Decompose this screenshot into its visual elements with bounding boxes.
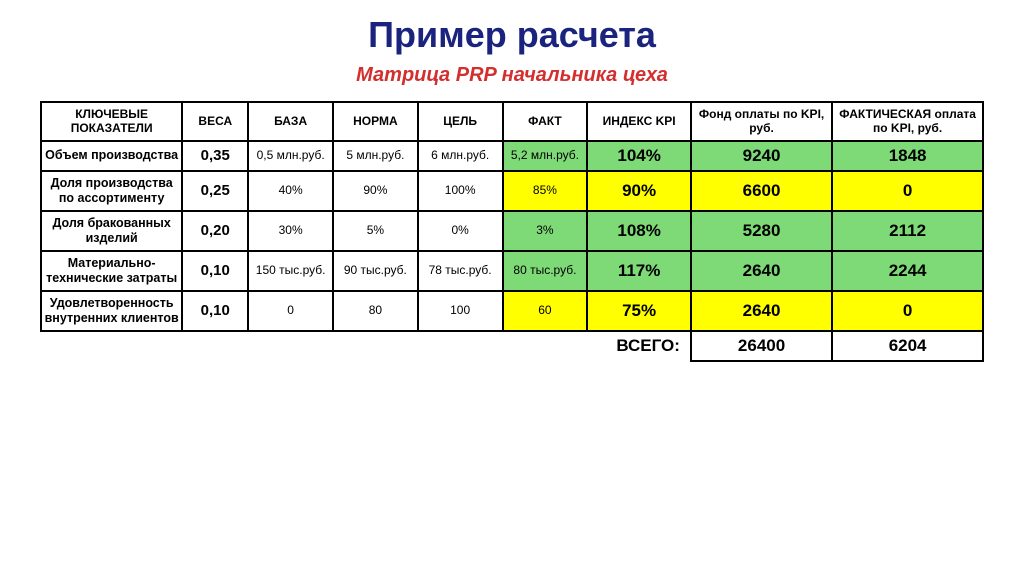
cell-actual: 0 <box>832 291 983 331</box>
th-fund: Фонд оплаты по KPI, руб. <box>691 102 832 141</box>
kpi-table: КЛЮЧЕВЫЕ ПОКАЗАТЕЛИ ВЕСА БАЗА НОРМА ЦЕЛЬ… <box>40 101 984 362</box>
cell-actual: 2244 <box>832 251 983 291</box>
totals-fund: 26400 <box>691 331 832 361</box>
totals-label: ВСЕГО: <box>587 331 691 361</box>
table-body: Объем производства0,350,5 млн.руб.5 млн.… <box>41 141 983 331</box>
cell-indicator: Объем производства <box>41 141 182 171</box>
th-weight: ВЕСА <box>182 102 248 141</box>
cell-fund: 2640 <box>691 291 832 331</box>
cell-fund: 9240 <box>691 141 832 171</box>
cell-index: 90% <box>587 171 691 211</box>
cell-goal: 78 тыс.руб. <box>418 251 503 291</box>
cell-indicator: Доля бракованных изделий <box>41 211 182 251</box>
cell-norm: 90% <box>333 171 418 211</box>
cell-index: 108% <box>587 211 691 251</box>
cell-fund: 6600 <box>691 171 832 211</box>
th-fact: ФАКТ <box>503 102 588 141</box>
cell-base: 40% <box>248 171 333 211</box>
cell-indicator: Удовлетворенность внутренних клиентов <box>41 291 182 331</box>
th-base: БАЗА <box>248 102 333 141</box>
cell-base: 150 тыс.руб. <box>248 251 333 291</box>
cell-indicator: Материально-технические затраты <box>41 251 182 291</box>
cell-indicator: Доля производства по ассортименту <box>41 171 182 211</box>
cell-fact: 80 тыс.руб. <box>503 251 588 291</box>
cell-norm: 5 млн.руб. <box>333 141 418 171</box>
cell-actual: 0 <box>832 171 983 211</box>
cell-fund: 5280 <box>691 211 832 251</box>
cell-goal: 100 <box>418 291 503 331</box>
table-header-row: КЛЮЧЕВЫЕ ПОКАЗАТЕЛИ ВЕСА БАЗА НОРМА ЦЕЛЬ… <box>41 102 983 141</box>
cell-norm: 5% <box>333 211 418 251</box>
th-actual: ФАКТИЧЕСКАЯ оплата по KPI, руб. <box>832 102 983 141</box>
cell-fact: 3% <box>503 211 588 251</box>
cell-fact: 60 <box>503 291 588 331</box>
table-row: Удовлетворенность внутренних клиентов0,1… <box>41 291 983 331</box>
th-index: ИНДЕКС KPI <box>587 102 691 141</box>
cell-fact: 5,2 млн.руб. <box>503 141 588 171</box>
cell-weight: 0,35 <box>182 141 248 171</box>
table-row: Доля бракованных изделий0,2030%5%0%3%108… <box>41 211 983 251</box>
cell-index: 117% <box>587 251 691 291</box>
cell-actual: 2112 <box>832 211 983 251</box>
th-goal: ЦЕЛЬ <box>418 102 503 141</box>
cell-goal: 100% <box>418 171 503 211</box>
th-indicator: КЛЮЧЕВЫЕ ПОКАЗАТЕЛИ <box>41 102 182 141</box>
totals-row: ВСЕГО: 26400 6204 <box>41 331 983 361</box>
table-row: Объем производства0,350,5 млн.руб.5 млн.… <box>41 141 983 171</box>
cell-fact: 85% <box>503 171 588 211</box>
cell-base: 0 <box>248 291 333 331</box>
cell-index: 75% <box>587 291 691 331</box>
cell-goal: 6 млн.руб. <box>418 141 503 171</box>
cell-goal: 0% <box>418 211 503 251</box>
cell-weight: 0,10 <box>182 251 248 291</box>
cell-base: 0,5 млн.руб. <box>248 141 333 171</box>
page-subtitle: Матрица PRP начальника цеха <box>40 64 984 87</box>
cell-base: 30% <box>248 211 333 251</box>
table-row: Доля производства по ассортименту0,2540%… <box>41 171 983 211</box>
th-norm: НОРМА <box>333 102 418 141</box>
cell-norm: 80 <box>333 291 418 331</box>
cell-norm: 90 тыс.руб. <box>333 251 418 291</box>
cell-index: 104% <box>587 141 691 171</box>
cell-weight: 0,20 <box>182 211 248 251</box>
cell-actual: 1848 <box>832 141 983 171</box>
totals-actual: 6204 <box>832 331 983 361</box>
cell-weight: 0,10 <box>182 291 248 331</box>
table-row: Материально-технические затраты0,10150 т… <box>41 251 983 291</box>
cell-weight: 0,25 <box>182 171 248 211</box>
cell-fund: 2640 <box>691 251 832 291</box>
page-title: Пример расчета <box>40 14 984 56</box>
